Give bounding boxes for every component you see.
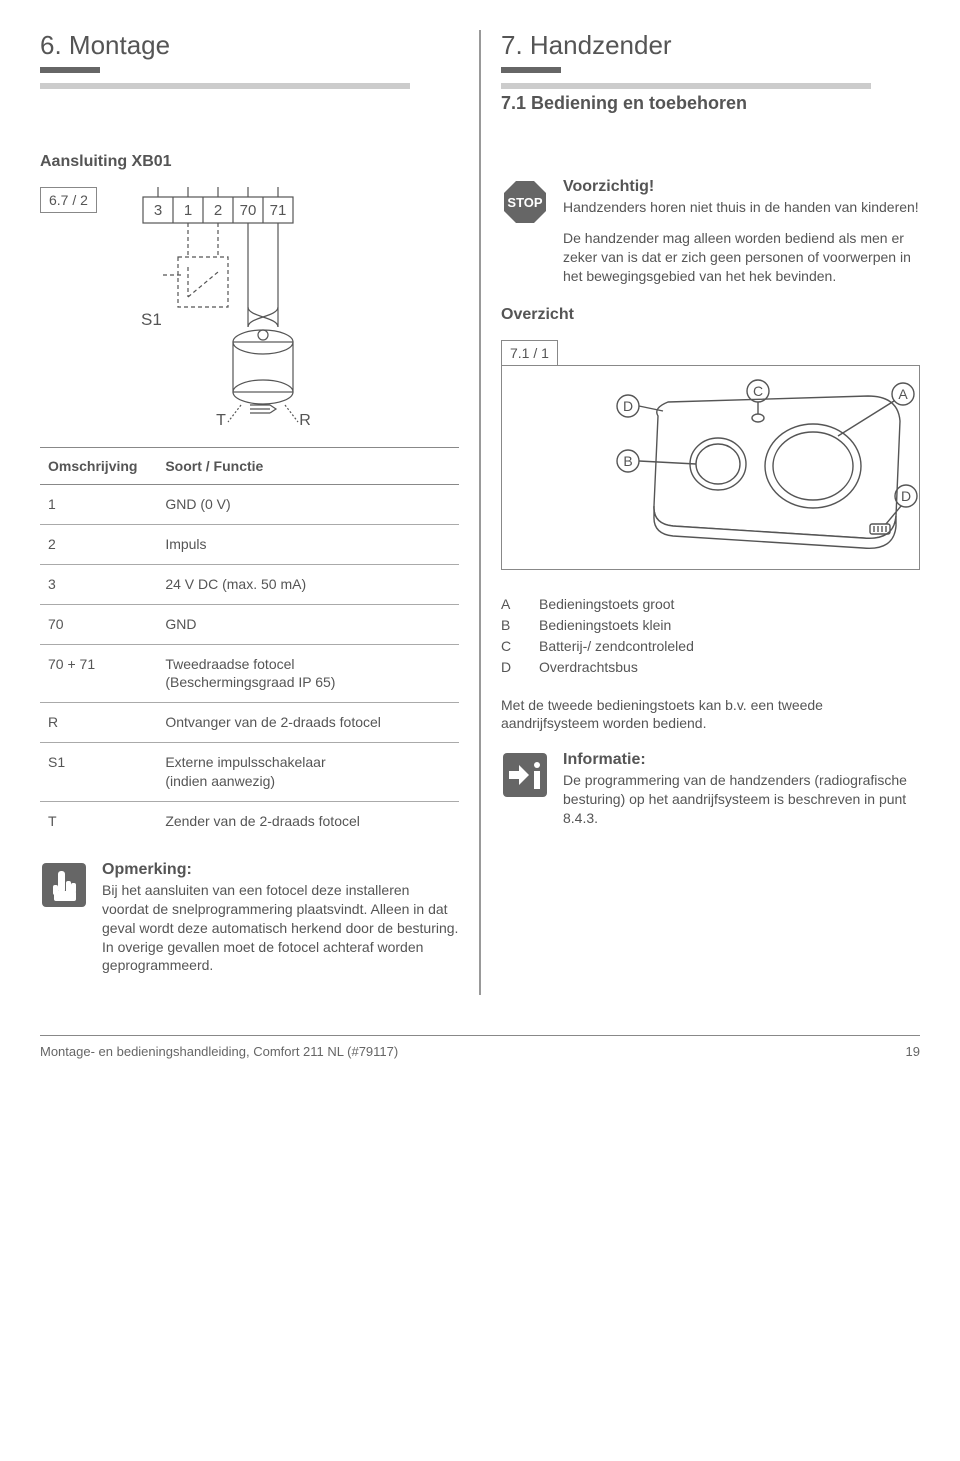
svg-text:2: 2 [214, 202, 222, 219]
section-7-title: 7. Handzender [501, 30, 920, 61]
info-icon [501, 751, 549, 799]
opmerking-body: Bij het aansluiten van een fotocel deze … [102, 881, 459, 975]
remote-figure: 7.1 / 1 [501, 340, 920, 570]
left-column: 6. Montage Aansluiting XB01 6.7 / 2 3 [40, 30, 459, 995]
svg-text:70: 70 [240, 202, 257, 219]
table-row: 2Impuls [40, 524, 459, 564]
table-row: 70 + 71Tweedraadse fotocel (Beschermings… [40, 644, 459, 703]
svg-text:B: B [623, 453, 632, 469]
info-callout: Informatie: De programmering van de hand… [501, 751, 920, 828]
svg-text:D: D [901, 488, 911, 504]
table-row: 70GND [40, 604, 459, 644]
stop-callout: STOP Voorzichtig! Handzenders horen niet… [501, 178, 920, 286]
info-title: Informatie: [563, 751, 920, 769]
xb01-figure-row: 6.7 / 2 3 1 2 70 71 [40, 187, 459, 427]
voorzichtig-title: Voorzichtig! [563, 178, 920, 196]
title-underline [501, 67, 920, 69]
svg-text:D: D [623, 398, 633, 414]
svg-text:S1: S1 [141, 310, 162, 329]
stop-icon: STOP [501, 178, 549, 226]
xb01-wiring-diagram: 3 1 2 70 71 [113, 187, 343, 427]
hand-point-icon [40, 861, 88, 909]
table-row: 1GND (0 V) [40, 485, 459, 525]
figure-ref-7-1-1: 7.1 / 1 [501, 340, 558, 366]
svg-text:A: A [898, 386, 908, 402]
second-button-para: Met de tweede bedieningstoets kan b.v. e… [501, 696, 920, 734]
terminal-table: Omschrijving Soort / Functie 1GND (0 V) … [40, 447, 459, 841]
column-divider [479, 30, 481, 995]
opmerking-callout: Opmerking: Bij het aansluiten van een fo… [40, 861, 459, 975]
table-header-functie: Soort / Functie [157, 448, 459, 485]
legend-item: ABedieningstoets groot [501, 594, 920, 615]
table-header-omschrijving: Omschrijving [40, 448, 157, 485]
table-row: S1Externe impulsschakelaar (indien aanwe… [40, 743, 459, 802]
svg-text:C: C [753, 383, 763, 399]
svg-text:1: 1 [184, 202, 192, 219]
voorzichtig-line1: Handzenders horen niet thuis in de hande… [563, 198, 920, 217]
page-footer: Montage- en bedieningshandleiding, Comfo… [40, 1035, 920, 1059]
svg-text:R: R [299, 412, 311, 427]
aansluiting-label: Aansluiting XB01 [40, 153, 459, 171]
svg-text:3: 3 [154, 202, 162, 219]
title-underline [40, 67, 459, 69]
opmerking-title: Opmerking: [102, 861, 459, 879]
legend-list: ABedieningstoets groot BBedieningstoets … [501, 594, 920, 678]
legend-item: CBatterij-/ zendcontroleled [501, 636, 920, 657]
subsection-7-1: 7.1 Bediening en toebehoren [501, 93, 920, 114]
legend-item: DOverdrachtsbus [501, 657, 920, 678]
section-6-title: 6. Montage [40, 30, 459, 61]
table-row: ROntvanger van de 2-draads fotocel [40, 703, 459, 743]
overzicht-label: Overzicht [501, 306, 920, 324]
table-row: 324 V DC (max. 50 mA) [40, 564, 459, 604]
table-row: TZender van de 2-draads fotocel [40, 802, 459, 841]
legend-item: BBedieningstoets klein [501, 615, 920, 636]
right-column: 7. Handzender 7.1 Bediening en toebehore… [501, 30, 920, 995]
svg-text:T: T [216, 412, 226, 427]
figure-ref-6-7-2: 6.7 / 2 [40, 187, 97, 213]
footer-left: Montage- en bedieningshandleiding, Comfo… [40, 1044, 398, 1059]
svg-text:71: 71 [270, 202, 287, 219]
info-body: De programmering van de handzenders (rad… [563, 771, 920, 828]
voorzichtig-body: De handzender mag alleen worden bediend … [563, 229, 920, 286]
svg-text:STOP: STOP [507, 195, 542, 210]
footer-page-number: 19 [906, 1044, 920, 1059]
